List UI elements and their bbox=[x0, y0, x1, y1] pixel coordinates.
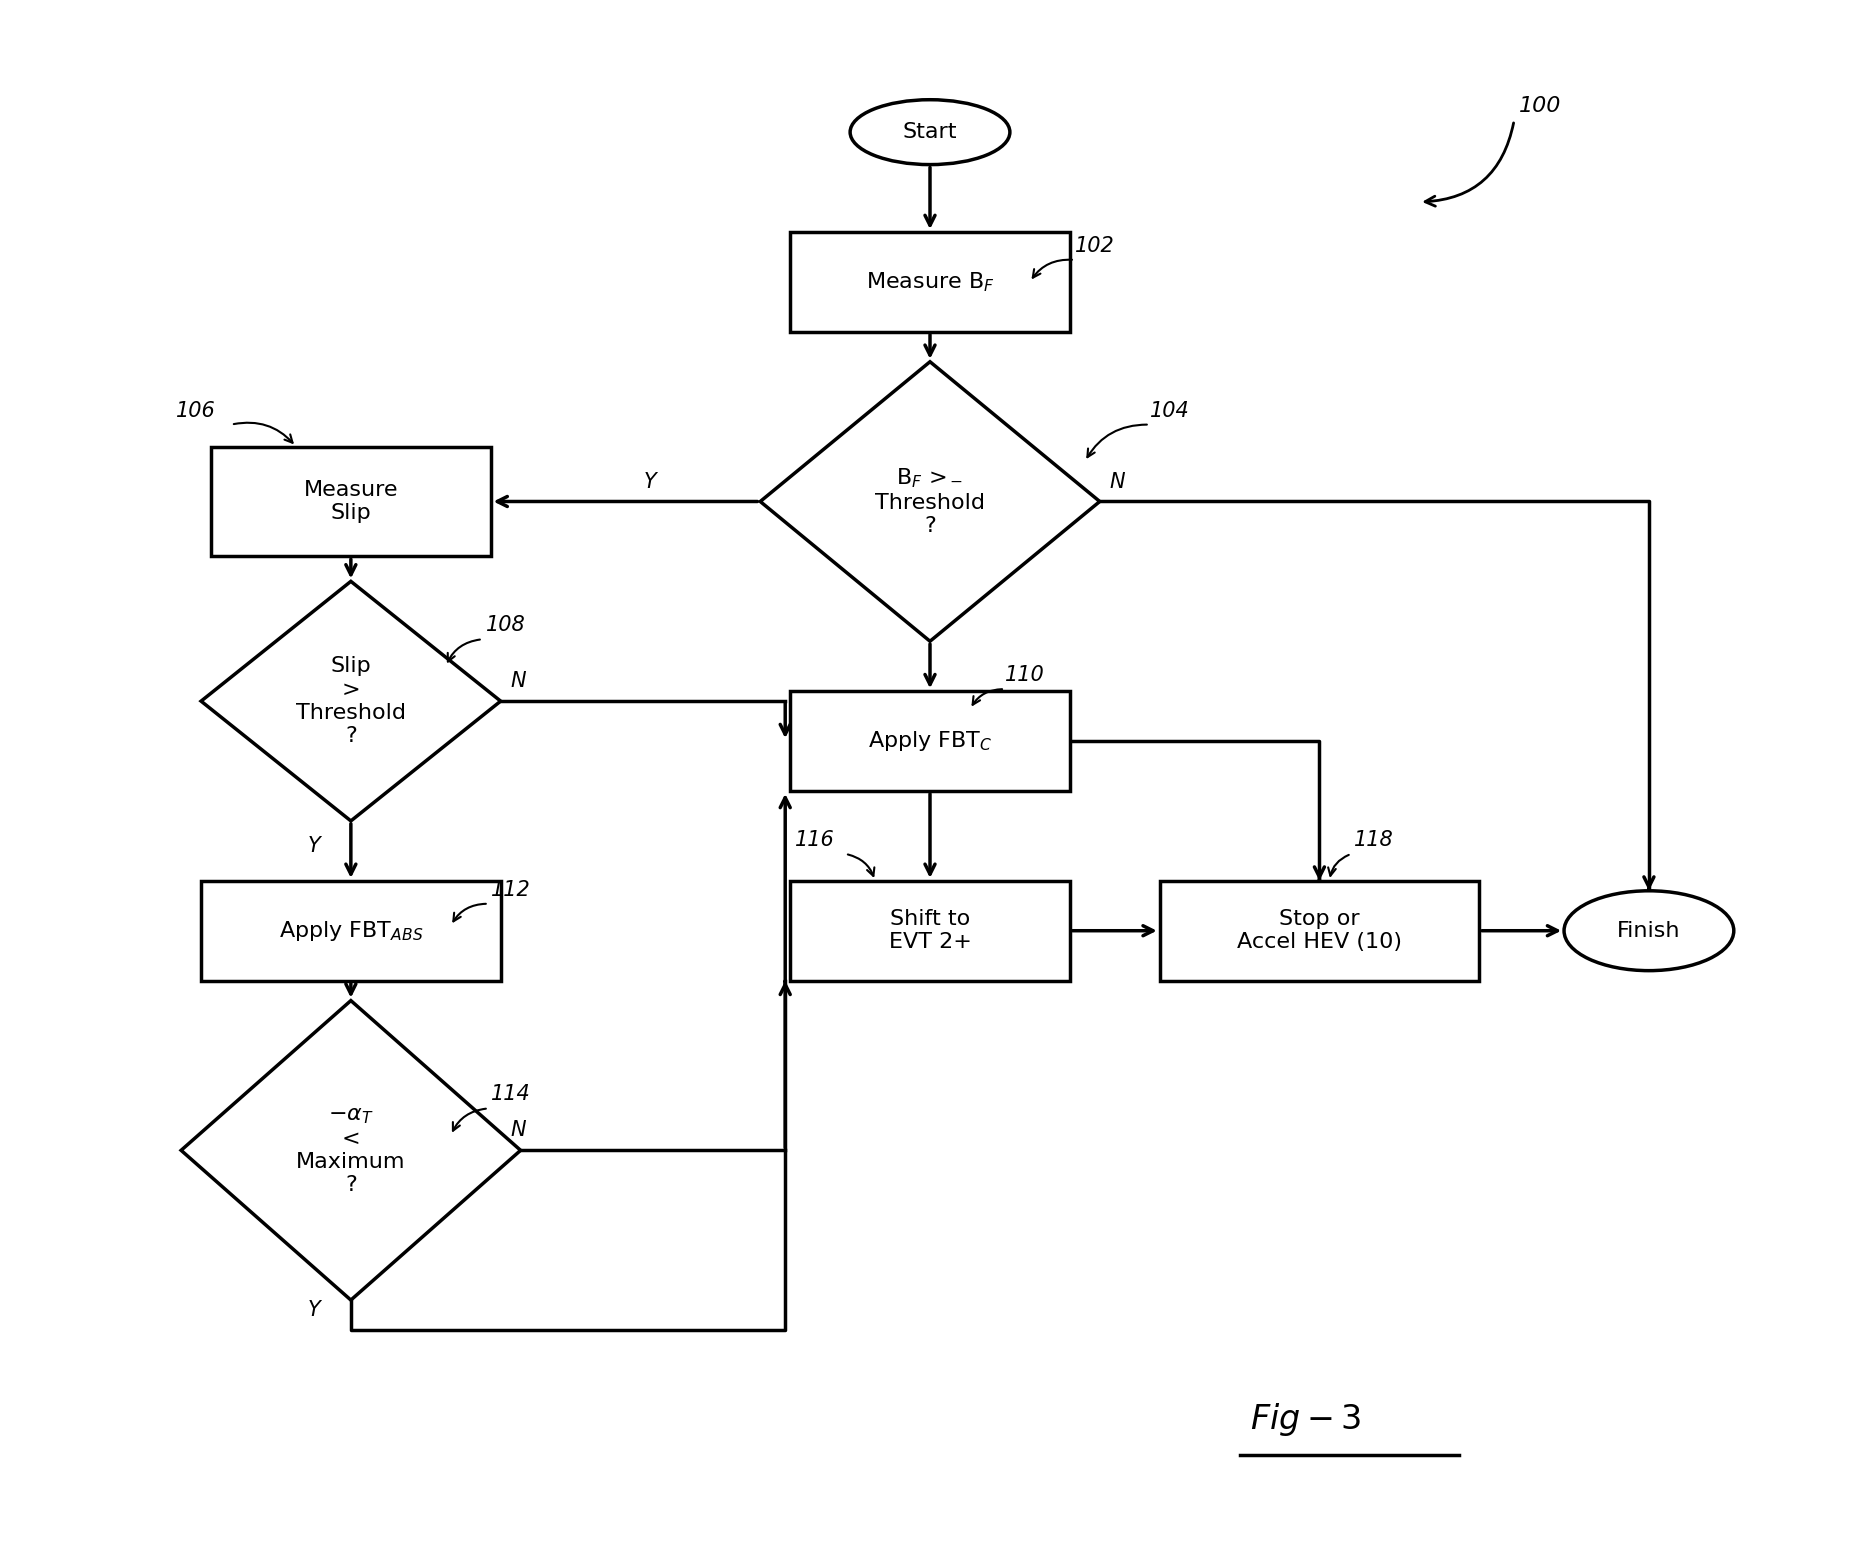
Text: 108: 108 bbox=[486, 616, 525, 636]
FancyBboxPatch shape bbox=[211, 447, 490, 557]
Text: 116: 116 bbox=[796, 830, 835, 850]
Text: Y: Y bbox=[307, 1300, 320, 1320]
Text: $-\alpha_T$
<
Maximum
?: $-\alpha_T$ < Maximum ? bbox=[296, 1106, 406, 1196]
Text: Apply FBT$_{ABS}$: Apply FBT$_{ABS}$ bbox=[279, 918, 423, 943]
Text: B$_F$ >$_-$
Threshold
?: B$_F$ >$_-$ Threshold ? bbox=[876, 467, 986, 537]
Text: Y: Y bbox=[645, 472, 658, 492]
FancyBboxPatch shape bbox=[790, 881, 1069, 980]
FancyBboxPatch shape bbox=[201, 881, 501, 980]
Text: Stop or
Accel HEV (10): Stop or Accel HEV (10) bbox=[1237, 909, 1403, 952]
Text: $\mathit{Fig-3}$: $\mathit{Fig-3}$ bbox=[1250, 1402, 1360, 1438]
FancyBboxPatch shape bbox=[790, 233, 1069, 332]
Text: 118: 118 bbox=[1354, 830, 1394, 850]
Text: Apply FBT$_C$: Apply FBT$_C$ bbox=[868, 729, 993, 754]
Polygon shape bbox=[760, 361, 1099, 641]
Ellipse shape bbox=[1565, 890, 1734, 971]
FancyBboxPatch shape bbox=[790, 692, 1069, 791]
Text: Start: Start bbox=[904, 123, 958, 143]
Text: 114: 114 bbox=[490, 1084, 531, 1104]
FancyBboxPatch shape bbox=[1159, 881, 1479, 980]
Polygon shape bbox=[181, 1000, 520, 1300]
Text: 110: 110 bbox=[1004, 665, 1045, 686]
Text: Slip
>
Threshold
?: Slip > Threshold ? bbox=[296, 656, 406, 746]
Text: N: N bbox=[510, 672, 525, 692]
Text: 106: 106 bbox=[177, 400, 216, 420]
Text: 100: 100 bbox=[1518, 96, 1561, 116]
Text: Measure
Slip: Measure Slip bbox=[304, 479, 399, 523]
Polygon shape bbox=[201, 582, 501, 820]
Text: 112: 112 bbox=[490, 879, 531, 900]
Text: 102: 102 bbox=[1075, 236, 1114, 256]
Text: N: N bbox=[510, 1120, 525, 1140]
Text: Shift to
EVT 2+: Shift to EVT 2+ bbox=[889, 909, 971, 952]
Text: N: N bbox=[1110, 472, 1125, 492]
Text: Measure B$_F$: Measure B$_F$ bbox=[866, 270, 995, 293]
Text: Finish: Finish bbox=[1617, 921, 1680, 941]
Text: Y: Y bbox=[307, 836, 320, 856]
Text: 104: 104 bbox=[1149, 400, 1189, 420]
Ellipse shape bbox=[850, 99, 1010, 164]
